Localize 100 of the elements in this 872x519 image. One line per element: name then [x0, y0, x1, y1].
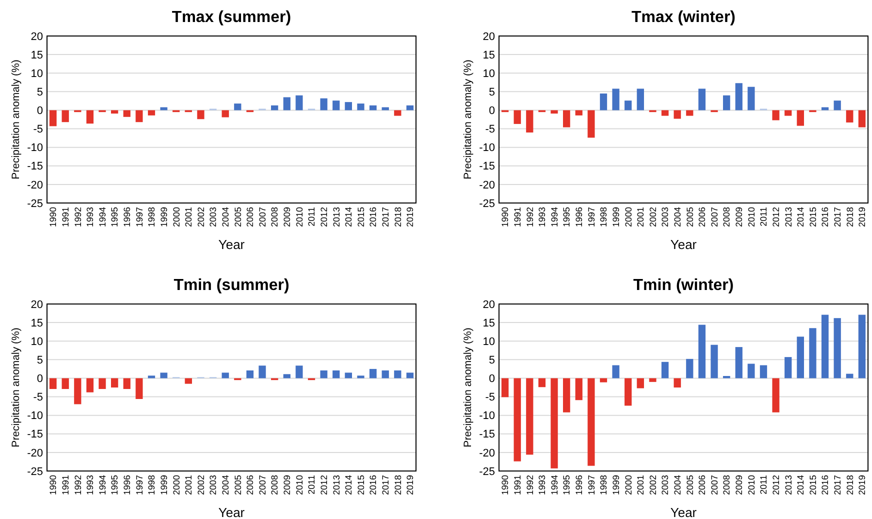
x-tick-label: 2017: [380, 207, 391, 228]
x-tick-label: 2007: [257, 207, 268, 228]
bar: [271, 105, 278, 110]
bar: [588, 110, 595, 138]
x-tick-label: 2003: [208, 207, 218, 228]
x-tick-label: 2014: [344, 475, 354, 496]
bar: [123, 378, 130, 389]
x-tick-label: 2019: [405, 207, 416, 228]
chart-title: Tmin (summer): [174, 277, 290, 294]
x-tick-label: 2019: [857, 207, 868, 228]
bar: [148, 110, 156, 116]
x-tick-label: 2006: [697, 207, 708, 228]
y-tick-label: -5: [485, 392, 495, 404]
y-tick-label: -25: [27, 198, 43, 210]
x-tick-label: 2008: [722, 207, 732, 228]
y-tick-label: 5: [488, 86, 495, 99]
bar: [748, 86, 755, 110]
x-tick-label: 2013: [331, 207, 342, 228]
bar: [563, 110, 570, 128]
x-tick-label: 2001: [636, 207, 646, 228]
bar: [649, 378, 656, 382]
x-tick-label: 1999: [158, 207, 169, 228]
bar: [148, 376, 156, 378]
x-tick-label: 1997: [134, 475, 144, 496]
bar: [86, 378, 94, 392]
bar: [550, 378, 558, 468]
x-tick-label: 1995: [110, 475, 120, 496]
y-tick-label: -15: [27, 428, 43, 441]
bar: [661, 110, 669, 116]
y-tick-label: 10: [482, 68, 495, 80]
x-tick-label: 2016: [368, 475, 378, 496]
x-tick-label: 2009: [282, 475, 292, 496]
bar: [624, 378, 632, 406]
x-tick-label: 2002: [648, 475, 658, 496]
x-tick-label: 2001: [184, 475, 194, 496]
bar: [698, 324, 706, 378]
x-tick-label: 2002: [648, 207, 658, 228]
x-tick-label: 2015: [356, 207, 366, 228]
x-tick-label: 1996: [574, 207, 584, 228]
x-tick-label: 2015: [808, 207, 818, 228]
y-tick-label: -15: [479, 428, 495, 441]
x-tick-label: 1995: [562, 207, 572, 228]
x-tick-label: 2004: [220, 207, 230, 228]
bar: [111, 110, 118, 114]
x-tick-label: 2002: [196, 207, 206, 228]
x-tick-label: 2019: [405, 475, 416, 496]
y-tick-label: -5: [33, 392, 43, 404]
x-tick-label: 2005: [684, 207, 695, 228]
bar: [809, 328, 816, 378]
x-tick-label: 1992: [524, 475, 535, 496]
x-axis-title: Year: [670, 237, 698, 252]
y-tick-label: 20: [482, 298, 495, 311]
bar: [636, 88, 644, 110]
x-tick-label: 1994: [549, 475, 560, 496]
x-tick-label: 1994: [97, 207, 108, 228]
x-tick-label: 2013: [331, 475, 342, 496]
bar: [760, 365, 768, 378]
bar: [74, 378, 82, 404]
x-tick-label: 1998: [146, 475, 157, 496]
y-tick-label: 15: [30, 49, 43, 62]
x-tick-label: 1990: [500, 207, 510, 228]
bar: [674, 110, 681, 119]
x-tick-label: 1990: [500, 475, 510, 496]
bar: [514, 378, 521, 462]
bar: [296, 95, 303, 110]
bar: [624, 100, 632, 110]
bar: [588, 378, 595, 466]
y-tick-label: 5: [488, 354, 495, 367]
x-tick-label: 2005: [684, 475, 695, 496]
x-tick-label: 2017: [832, 207, 843, 228]
x-tick-label: 1996: [574, 475, 584, 496]
y-axis-title: Precipitation anomaly (%): [10, 328, 22, 448]
bar: [382, 370, 389, 378]
bar: [772, 110, 780, 120]
x-tick-label: 1991: [60, 475, 70, 496]
x-tick-label: 1993: [537, 475, 548, 496]
x-tick-label: 2010: [294, 207, 304, 228]
bar: [296, 366, 303, 378]
bar: [834, 100, 841, 110]
bar: [686, 358, 694, 378]
bar: [406, 372, 414, 378]
bar: [246, 370, 254, 378]
x-tick-label: 2010: [294, 475, 304, 496]
y-tick-label: 0: [488, 373, 495, 386]
bar: [369, 368, 377, 378]
x-tick-label: 2002: [196, 475, 206, 496]
bar: [136, 378, 143, 400]
chart-title: Tmax (winter): [631, 9, 736, 26]
x-tick-label: 2000: [171, 475, 182, 496]
y-tick-label: 20: [482, 30, 495, 43]
x-tick-label: 2008: [722, 475, 732, 496]
x-tick-label: 2012: [770, 475, 781, 496]
x-tick-label: 2001: [636, 475, 646, 496]
x-tick-label: 1998: [146, 207, 157, 228]
x-tick-label: 1998: [598, 207, 609, 228]
y-tick-label: 5: [36, 354, 43, 367]
x-tick-label: 1992: [72, 475, 83, 496]
x-tick-label: 2018: [392, 207, 403, 228]
x-tick-label: 2012: [770, 207, 781, 228]
x-tick-label: 1993: [85, 207, 96, 228]
